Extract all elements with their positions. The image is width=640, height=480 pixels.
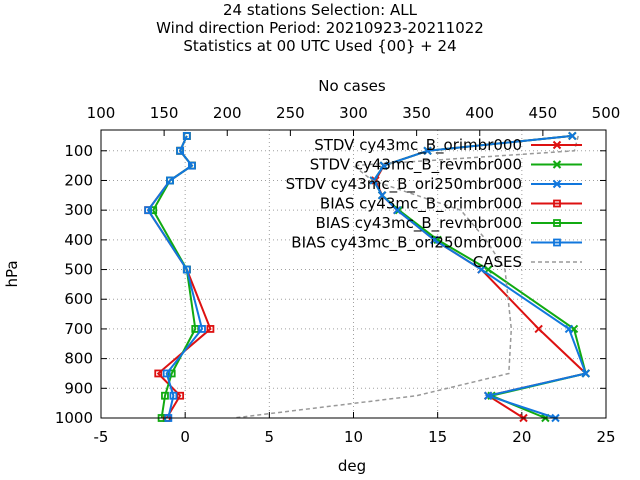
x2-tick-label: 100	[87, 104, 116, 122]
data-point	[154, 369, 163, 378]
x-tick-label: 0	[180, 428, 190, 446]
data-point	[169, 391, 178, 400]
legend-marker	[552, 140, 562, 150]
series-line	[233, 135, 579, 419]
y-tick-label: 1000	[55, 409, 93, 427]
data-point	[176, 146, 185, 155]
x2-tick-label: 250	[276, 104, 305, 122]
x2-tick-label: 200	[213, 104, 242, 122]
data-point	[568, 131, 577, 141]
series-lines	[144, 131, 591, 423]
data-point	[477, 265, 486, 274]
legend-label: STDV cy43mc_B_orimbr000	[314, 136, 522, 155]
y-tick-label: 600	[64, 290, 93, 308]
x2-tick-label: 450	[529, 104, 558, 122]
x-tick-label: 25	[596, 428, 615, 446]
y-tick-label: 200	[64, 171, 93, 189]
legend-marker	[552, 179, 562, 189]
data-point	[198, 325, 206, 333]
data-point	[162, 369, 171, 378]
y-tick-label: 300	[64, 201, 93, 219]
x-tick-label: 5	[265, 428, 275, 446]
data-point	[144, 206, 153, 215]
y-tick-label: 100	[64, 142, 93, 160]
x2-tick-label: 400	[465, 104, 494, 122]
data-point	[187, 161, 196, 170]
x-tick-label: -5	[94, 428, 109, 446]
data-point	[483, 391, 493, 400]
series-6	[233, 135, 579, 419]
data-point	[182, 265, 191, 274]
data-point	[430, 235, 439, 245]
series-3	[144, 132, 215, 422]
legend-label: BIAS cy43mc_B_ori250mbr000	[291, 234, 522, 253]
chart-title-line-2: Wind direction Period: 20210923-20211022	[156, 19, 484, 37]
data-point	[423, 146, 432, 155]
y-tick-label: 900	[64, 379, 93, 397]
y-axis-label: hPa	[3, 260, 21, 287]
y-tick-label: 400	[64, 231, 93, 249]
y-tick-label: 800	[64, 350, 93, 368]
data-point	[534, 324, 543, 334]
data-point	[377, 191, 387, 200]
y-tick-label: 500	[64, 261, 93, 279]
data-point	[581, 369, 591, 378]
legend-label: BIAS cy43mc_B_orimbr000	[320, 195, 522, 214]
x2-tick-label: 300	[339, 104, 368, 122]
series-line	[146, 135, 204, 419]
data-point	[564, 324, 574, 334]
x2-tick-label: 500	[592, 104, 621, 122]
data-point	[161, 391, 169, 400]
series-4	[149, 132, 200, 422]
x-tick-label: 15	[428, 428, 447, 446]
x-axis-label: deg	[338, 457, 366, 475]
data-point	[166, 176, 174, 185]
legend-label: STDV cy43mc_B_ori250mbr000	[286, 175, 522, 194]
legend-label: BIAS cy43mc_B_revmbr000	[316, 214, 523, 233]
legend-marker	[553, 199, 561, 208]
data-point	[206, 325, 215, 333]
x-tick-label: 20	[512, 428, 531, 446]
x2-axis-label: No cases	[318, 77, 386, 95]
chart-title-line-3: Statistics at 00 UTC Used {00} + 24	[183, 37, 456, 55]
data-point	[167, 369, 176, 378]
x2-tick-label: 150	[150, 104, 179, 122]
legend-label: CASES	[473, 253, 522, 271]
x2-tick-label: 350	[402, 104, 431, 122]
plot-frame	[100, 129, 607, 419]
chart-title-line-1: 24 stations Selection: ALL	[223, 1, 418, 19]
y-tick-label: 700	[64, 320, 93, 338]
axis-ticks: -5 0 5 10 15 20 25 100 150 200 250 300 350 400 450 500 1…	[55, 104, 621, 446]
legend-marker	[553, 219, 561, 227]
series-5	[144, 132, 206, 422]
data-point	[149, 206, 158, 215]
data-point	[393, 205, 402, 215]
legend-label: STDV cy43mc_B_revmbr000	[310, 156, 522, 175]
data-point	[182, 132, 191, 140]
x-tick-label: 10	[344, 428, 363, 446]
legend-marker	[553, 238, 561, 247]
legend-marker	[552, 160, 562, 169]
